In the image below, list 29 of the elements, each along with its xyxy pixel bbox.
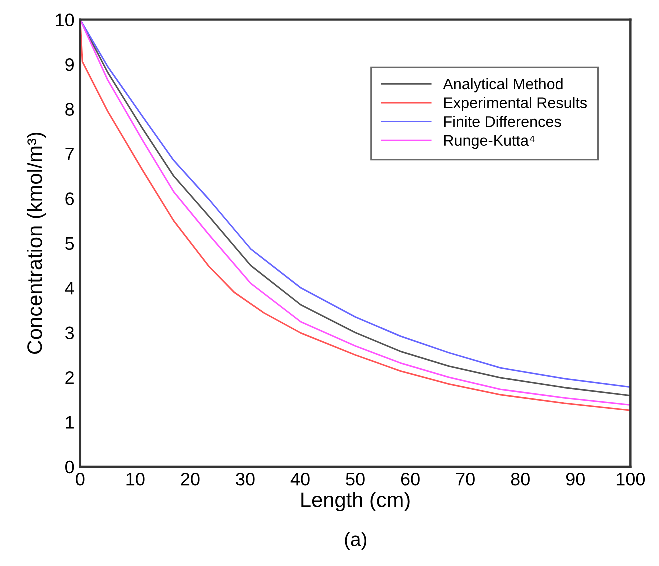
x-tick-label: 20 (181, 472, 200, 486)
y-tick-label: 10 (56, 14, 74, 27)
x-tick-label: 60 (401, 472, 420, 486)
y-tick-label: 5 (66, 238, 74, 250)
y-tick-label: 1 (66, 416, 74, 429)
y-tick-label: 8 (66, 103, 74, 116)
x-tick-label: 70 (456, 472, 475, 486)
text: (a) (345, 532, 367, 550)
y-tick-label: 9 (66, 58, 74, 72)
y-axis-title: Concentration (kmol/m³) (27, 132, 46, 354)
x-axis-title: Length (cm) (302, 492, 410, 512)
x-tick-label: 40 (290, 472, 310, 486)
legend-label: Runge-Kutta⁴ (444, 135, 535, 150)
x-tick-label: 80 (511, 472, 530, 486)
legend-label: Experimental Results (444, 97, 588, 112)
y-tick-label: 4 (65, 282, 74, 295)
y-tick-label: 2 (66, 371, 74, 384)
x-tick-label: 90 (566, 472, 585, 486)
x-tick-label: 10 (126, 472, 145, 486)
y-tick-label: 0 (66, 460, 74, 474)
x-tick-label: 100 (616, 472, 646, 486)
x-tick-label: 0 (76, 472, 85, 486)
x-tick-label: 50 (346, 472, 365, 486)
legend-label: Analytical Method (443, 78, 563, 93)
y-tick-label: 6 (66, 192, 74, 206)
x-tick-label: 30 (236, 472, 255, 486)
y-tick-label: 3 (65, 326, 74, 340)
legend-label: Finite Differences (444, 116, 562, 128)
y-tick-label: 7 (66, 148, 74, 160)
